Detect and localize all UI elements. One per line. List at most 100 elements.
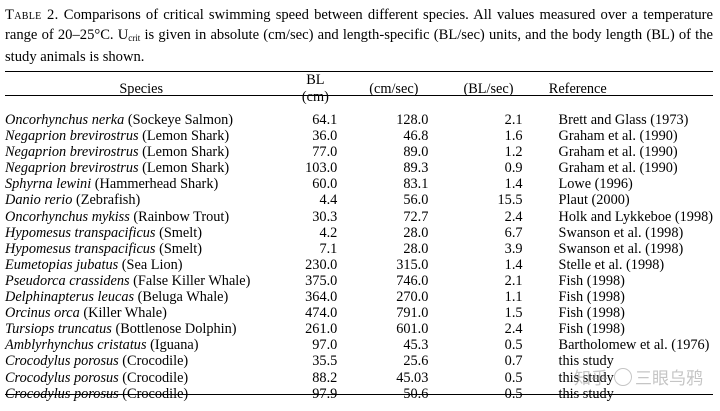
cell-species: Negaprion brevirostrus (Lemon Shark)	[5, 144, 277, 160]
species-scientific-name: Delphinapterus leucas	[5, 289, 135, 306]
species-common-name: (Lemon Shark)	[142, 160, 230, 177]
cell-bl-cm: 64.1	[312, 112, 338, 128]
cell-species: Crocodylus porosus (Crocodile)	[5, 353, 277, 369]
profile-icon	[614, 368, 632, 386]
cell-cm-sec: 45.3	[403, 337, 429, 354]
species-common-name: (Crocodile)	[122, 385, 189, 402]
cell-species: Hypomesus transpacificus (Smelt)	[5, 225, 277, 241]
species-scientific-name: Crocodylus porosus	[5, 353, 119, 370]
cell-cm-sec: 25.6	[403, 353, 429, 370]
cell-bl-sec: 1.1	[504, 289, 523, 306]
watermark-left-text: 知乎	[574, 369, 608, 389]
species-common-name: (False Killer Whale)	[133, 272, 251, 289]
table-row: Eumetopias jubatus (Sea Lion) 230.0 315.0 1…	[5, 257, 713, 273]
cell-cm-sec: 46.8	[403, 128, 429, 145]
species-scientific-name: Danio rerio	[5, 192, 73, 209]
cell-bl-sec: 2.4	[504, 208, 523, 225]
header-bl-cm: BL (cm)	[301, 72, 329, 105]
cell-reference: Fish (1998)	[558, 289, 625, 306]
cell-cm-sec: 45.03	[396, 369, 429, 386]
species-common-name: (Hammerhead Shark)	[94, 176, 219, 193]
table-body: Oncorhynchus nerka (Sockeye Salmon) 64.1 1…	[5, 106, 713, 402]
cell-species: Hypomesus transpacificus (Smelt)	[5, 241, 277, 257]
table-row: Negaprion brevirostrus (Lemon Shark) 103.…	[5, 160, 713, 176]
cell-reference: Graham et al. (1990)	[558, 160, 678, 177]
cell-reference: Stelle et al. (1998)	[558, 256, 665, 273]
species-common-name: (Sea Lion)	[121, 256, 183, 273]
cell-bl-sec: 0.9	[504, 160, 523, 177]
cell-species: Oncorhynchus nerka (Sockeye Salmon)	[5, 106, 277, 128]
species-scientific-name: Negaprion brevirostrus	[5, 160, 139, 177]
cell-bl-sec: 1.5	[504, 305, 523, 322]
species-scientific-name: Oncorhynchus mykiss	[5, 208, 130, 225]
cell-species: Sphyrna lewini (Hammerhead Shark)	[5, 176, 277, 192]
species-common-name: (Smelt)	[159, 240, 202, 257]
species-common-name: (Crocodile)	[122, 369, 189, 386]
cell-bl-cm: 261.0	[305, 321, 338, 338]
cell-bl-cm: 77.0	[312, 144, 338, 161]
cell-cm-sec: 601.0	[396, 321, 429, 338]
cell-reference: Fish (1998)	[558, 272, 625, 289]
species-scientific-name: Negaprion brevirostrus	[5, 144, 139, 161]
species-scientific-name: Orcinus orca	[5, 305, 80, 322]
species-scientific-name: Sphyrna lewini	[5, 176, 92, 193]
cell-species: Eumetopias jubatus (Sea Lion)	[5, 257, 277, 273]
cell-species: Negaprion brevirostrus (Lemon Shark)	[5, 160, 277, 176]
table-row: Orcinus orca (Killer Whale) 474.0 791.0 1.5…	[5, 305, 713, 321]
caption-label: Table 2.	[5, 7, 59, 23]
caption-text: Comparisons of critical swimming speed b…	[5, 7, 714, 65]
table-row: Crocodylus porosus (Crocodile) 88.2 45.03 0…	[5, 370, 713, 386]
header-bl-sec: (BL/sec)	[463, 80, 514, 97]
species-common-name: (Lemon Shark)	[142, 144, 230, 161]
species-scientific-name: Negaprion brevirostrus	[5, 128, 139, 145]
cell-bl-cm: 474.0	[305, 305, 338, 322]
cell-cm-sec: 56.0	[403, 192, 429, 209]
species-common-name: (Rainbow Trout)	[133, 208, 230, 225]
species-common-name: (Smelt)	[159, 224, 202, 241]
cell-cm-sec: 28.0	[403, 240, 429, 257]
cell-bl-cm: 4.2	[319, 224, 338, 241]
species-scientific-name: Oncorhynchus nerka	[5, 112, 125, 128]
cell-reference: Holk and Lykkeboe (1998)	[558, 208, 713, 225]
header-rule	[5, 95, 713, 96]
cell-bl-sec: 1.2	[504, 144, 523, 161]
cell-bl-cm: 375.0	[305, 272, 338, 289]
table-row: Sphyrna lewini (Hammerhead Shark) 60.0 83.…	[5, 176, 713, 192]
cell-bl-sec: 0.5	[504, 369, 523, 386]
cell-bl-sec: 2.4	[504, 321, 523, 338]
species-common-name: (Crocodile)	[122, 353, 189, 370]
header-cm-sec: (cm/sec)	[369, 80, 419, 97]
cell-cm-sec: 83.1	[403, 176, 429, 193]
cell-bl-cm: 30.3	[312, 208, 338, 225]
cell-bl-sec: 15.5	[497, 192, 523, 209]
table-row: Hypomesus transpacificus (Smelt) 4.2 28.0 6…	[5, 225, 713, 241]
species-common-name: (Lemon Shark)	[142, 128, 230, 145]
species-comparison-table: Species BL (cm) (cm/sec) (BL/sec) Refere…	[5, 72, 713, 402]
cell-reference: this study	[558, 353, 614, 370]
table-row: Hypomesus transpacificus (Smelt) 7.1 28.0 3…	[5, 241, 713, 257]
cell-cm-sec: 791.0	[396, 305, 429, 322]
cell-cm-sec: 28.0	[403, 224, 429, 241]
species-scientific-name: Crocodylus porosus	[5, 369, 119, 386]
header-species: Species	[119, 80, 164, 97]
cell-reference: Lowe (1996)	[558, 176, 633, 193]
table-row: Amblyrhynchus cristatus (Iguana) 97.0 45.3…	[5, 337, 713, 353]
cell-reference: Bartholomew et al. (1976)	[558, 337, 710, 354]
cell-reference: Brett and Glass (1973)	[558, 112, 689, 128]
cell-bl-sec: 3.9	[504, 240, 523, 257]
cell-bl-cm: 4.4	[319, 192, 338, 209]
cell-cm-sec: 270.0	[396, 289, 429, 306]
cell-reference: this study	[558, 369, 614, 386]
cell-bl-cm: 36.0	[312, 128, 338, 145]
cell-species: Amblyrhynchus cristatus (Iguana)	[5, 337, 277, 353]
table-caption: Table 2. Comparisons of critical swimmin…	[5, 6, 713, 68]
species-scientific-name: Tursiops truncatus	[5, 321, 112, 338]
cell-bl-cm: 60.0	[312, 176, 338, 193]
watermark: 知乎 三眼乌鸦	[574, 364, 703, 389]
cell-bl-sec: 0.7	[504, 353, 523, 370]
table-row: Delphinapterus leucas (Beluga Whale) 364.…	[5, 289, 713, 305]
cell-cm-sec: 50.6	[403, 385, 429, 402]
cell-cm-sec: 72.7	[403, 208, 429, 225]
cell-bl-cm: 35.5	[312, 353, 338, 370]
cell-species: Negaprion brevirostrus (Lemon Shark)	[5, 128, 277, 144]
